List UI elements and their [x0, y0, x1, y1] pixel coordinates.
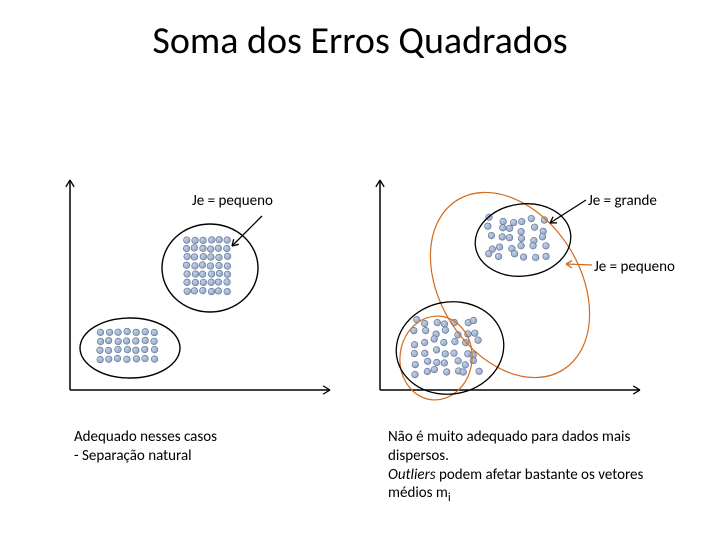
label-je-grande: Je = grande	[588, 192, 657, 210]
label-je-pequeno-right: Je = pequeno	[594, 258, 675, 276]
caption-right: Não é muito adequado para dados mais dis…	[388, 428, 668, 506]
